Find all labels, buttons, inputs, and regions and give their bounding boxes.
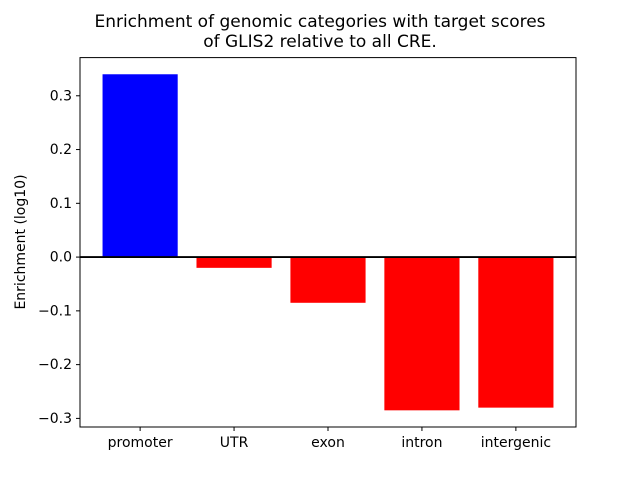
y-tick-label: 0.1 bbox=[50, 196, 72, 212]
bar-UTR bbox=[196, 257, 272, 268]
bar-intergenic bbox=[478, 257, 554, 408]
bar-promoter bbox=[102, 74, 178, 258]
bar-exon bbox=[290, 257, 366, 303]
y-tick-label: −0.2 bbox=[38, 357, 72, 373]
x-tick-label: intron bbox=[401, 435, 442, 451]
chart-title-line-1: Enrichment of genomic categories with ta… bbox=[94, 12, 546, 32]
y-tick-label: 0.3 bbox=[50, 88, 72, 104]
chart-title: Enrichment of genomic categories with ta… bbox=[0, 12, 640, 52]
y-tick-label: 0.0 bbox=[50, 250, 72, 266]
x-tick-label: exon bbox=[311, 435, 345, 451]
x-tick-label: UTR bbox=[220, 435, 249, 451]
y-tick-label: −0.3 bbox=[38, 411, 72, 427]
x-tick-label: promoter bbox=[108, 435, 173, 451]
x-tick-label: intergenic bbox=[481, 435, 551, 451]
y-tick-label: 0.2 bbox=[50, 142, 72, 158]
bar-intron bbox=[384, 257, 460, 411]
chart-title-line-2: of GLIS2 relative to all CRE. bbox=[203, 32, 437, 52]
y-tick-label: −0.1 bbox=[38, 303, 72, 319]
